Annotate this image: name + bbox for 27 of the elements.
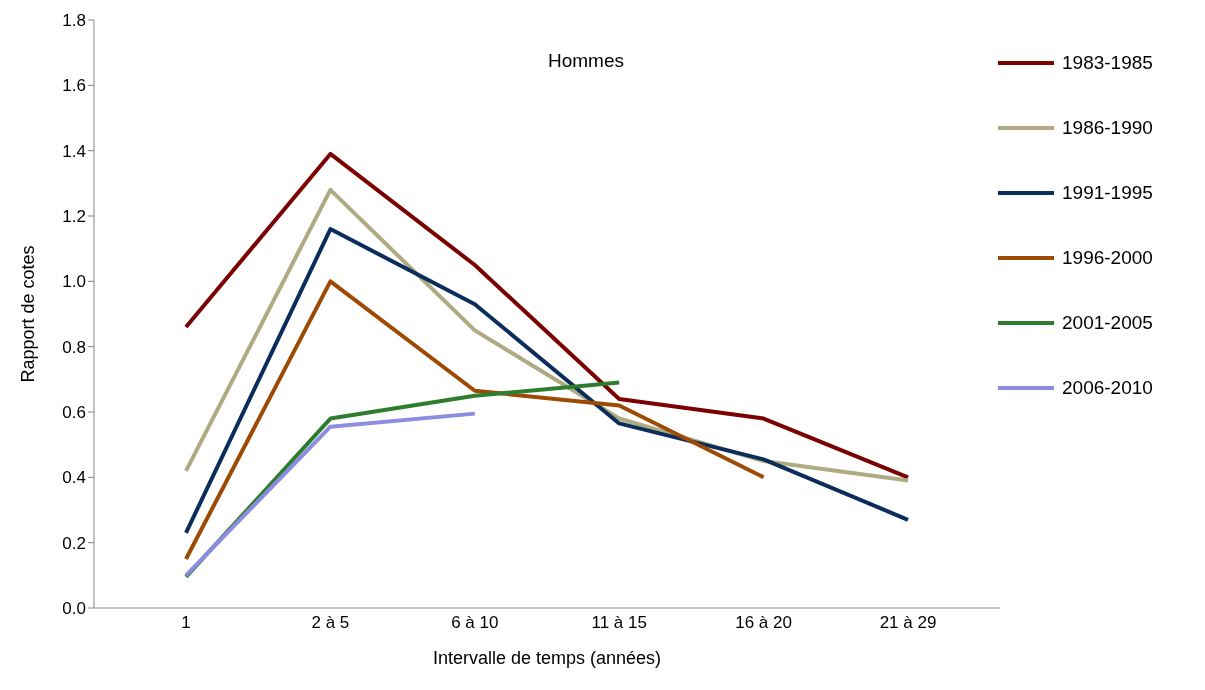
x-tick-label: 11 à 15 xyxy=(591,613,647,633)
y-tick-label: 1.0 xyxy=(62,272,86,292)
line-series xyxy=(184,279,766,561)
x-tick-label: 21 à 29 xyxy=(879,613,937,633)
y-axis-title: Rapport de cotes xyxy=(18,245,39,383)
y-tick-label: 1.4 xyxy=(62,141,86,161)
legend-label: 2001-2005 xyxy=(1062,311,1153,334)
x-tick-label: 1 xyxy=(181,613,191,633)
legend-label: 1986-1990 xyxy=(1062,116,1153,139)
y-tick-label: 0.4 xyxy=(62,468,86,488)
legend-label: 1991-1995 xyxy=(1062,181,1153,204)
legend-label: 1996-2000 xyxy=(1062,246,1153,269)
y-tick-label: 0.6 xyxy=(62,403,86,423)
y-tick-label: 0.0 xyxy=(62,599,86,619)
y-tick-label: 1.6 xyxy=(62,76,86,96)
line-series xyxy=(184,227,910,535)
x-axis-title: Intervalle de temps (années) xyxy=(432,648,662,668)
x-tick-label: 6 à 10 xyxy=(451,613,499,633)
y-tick-label: 1.8 xyxy=(62,11,86,31)
y-tick-label: 1.2 xyxy=(62,207,86,227)
y-tick-label: 0.8 xyxy=(62,337,86,357)
legend-label: 1983-1985 xyxy=(1062,51,1153,74)
text: Hommes xyxy=(548,50,625,72)
legend-label: 2006-2010 xyxy=(1062,376,1153,399)
x-tick-label: 16 à 20 xyxy=(735,613,792,633)
y-tick-label: 0.2 xyxy=(62,533,86,553)
x-tick-label: 2 à 5 xyxy=(311,613,350,633)
